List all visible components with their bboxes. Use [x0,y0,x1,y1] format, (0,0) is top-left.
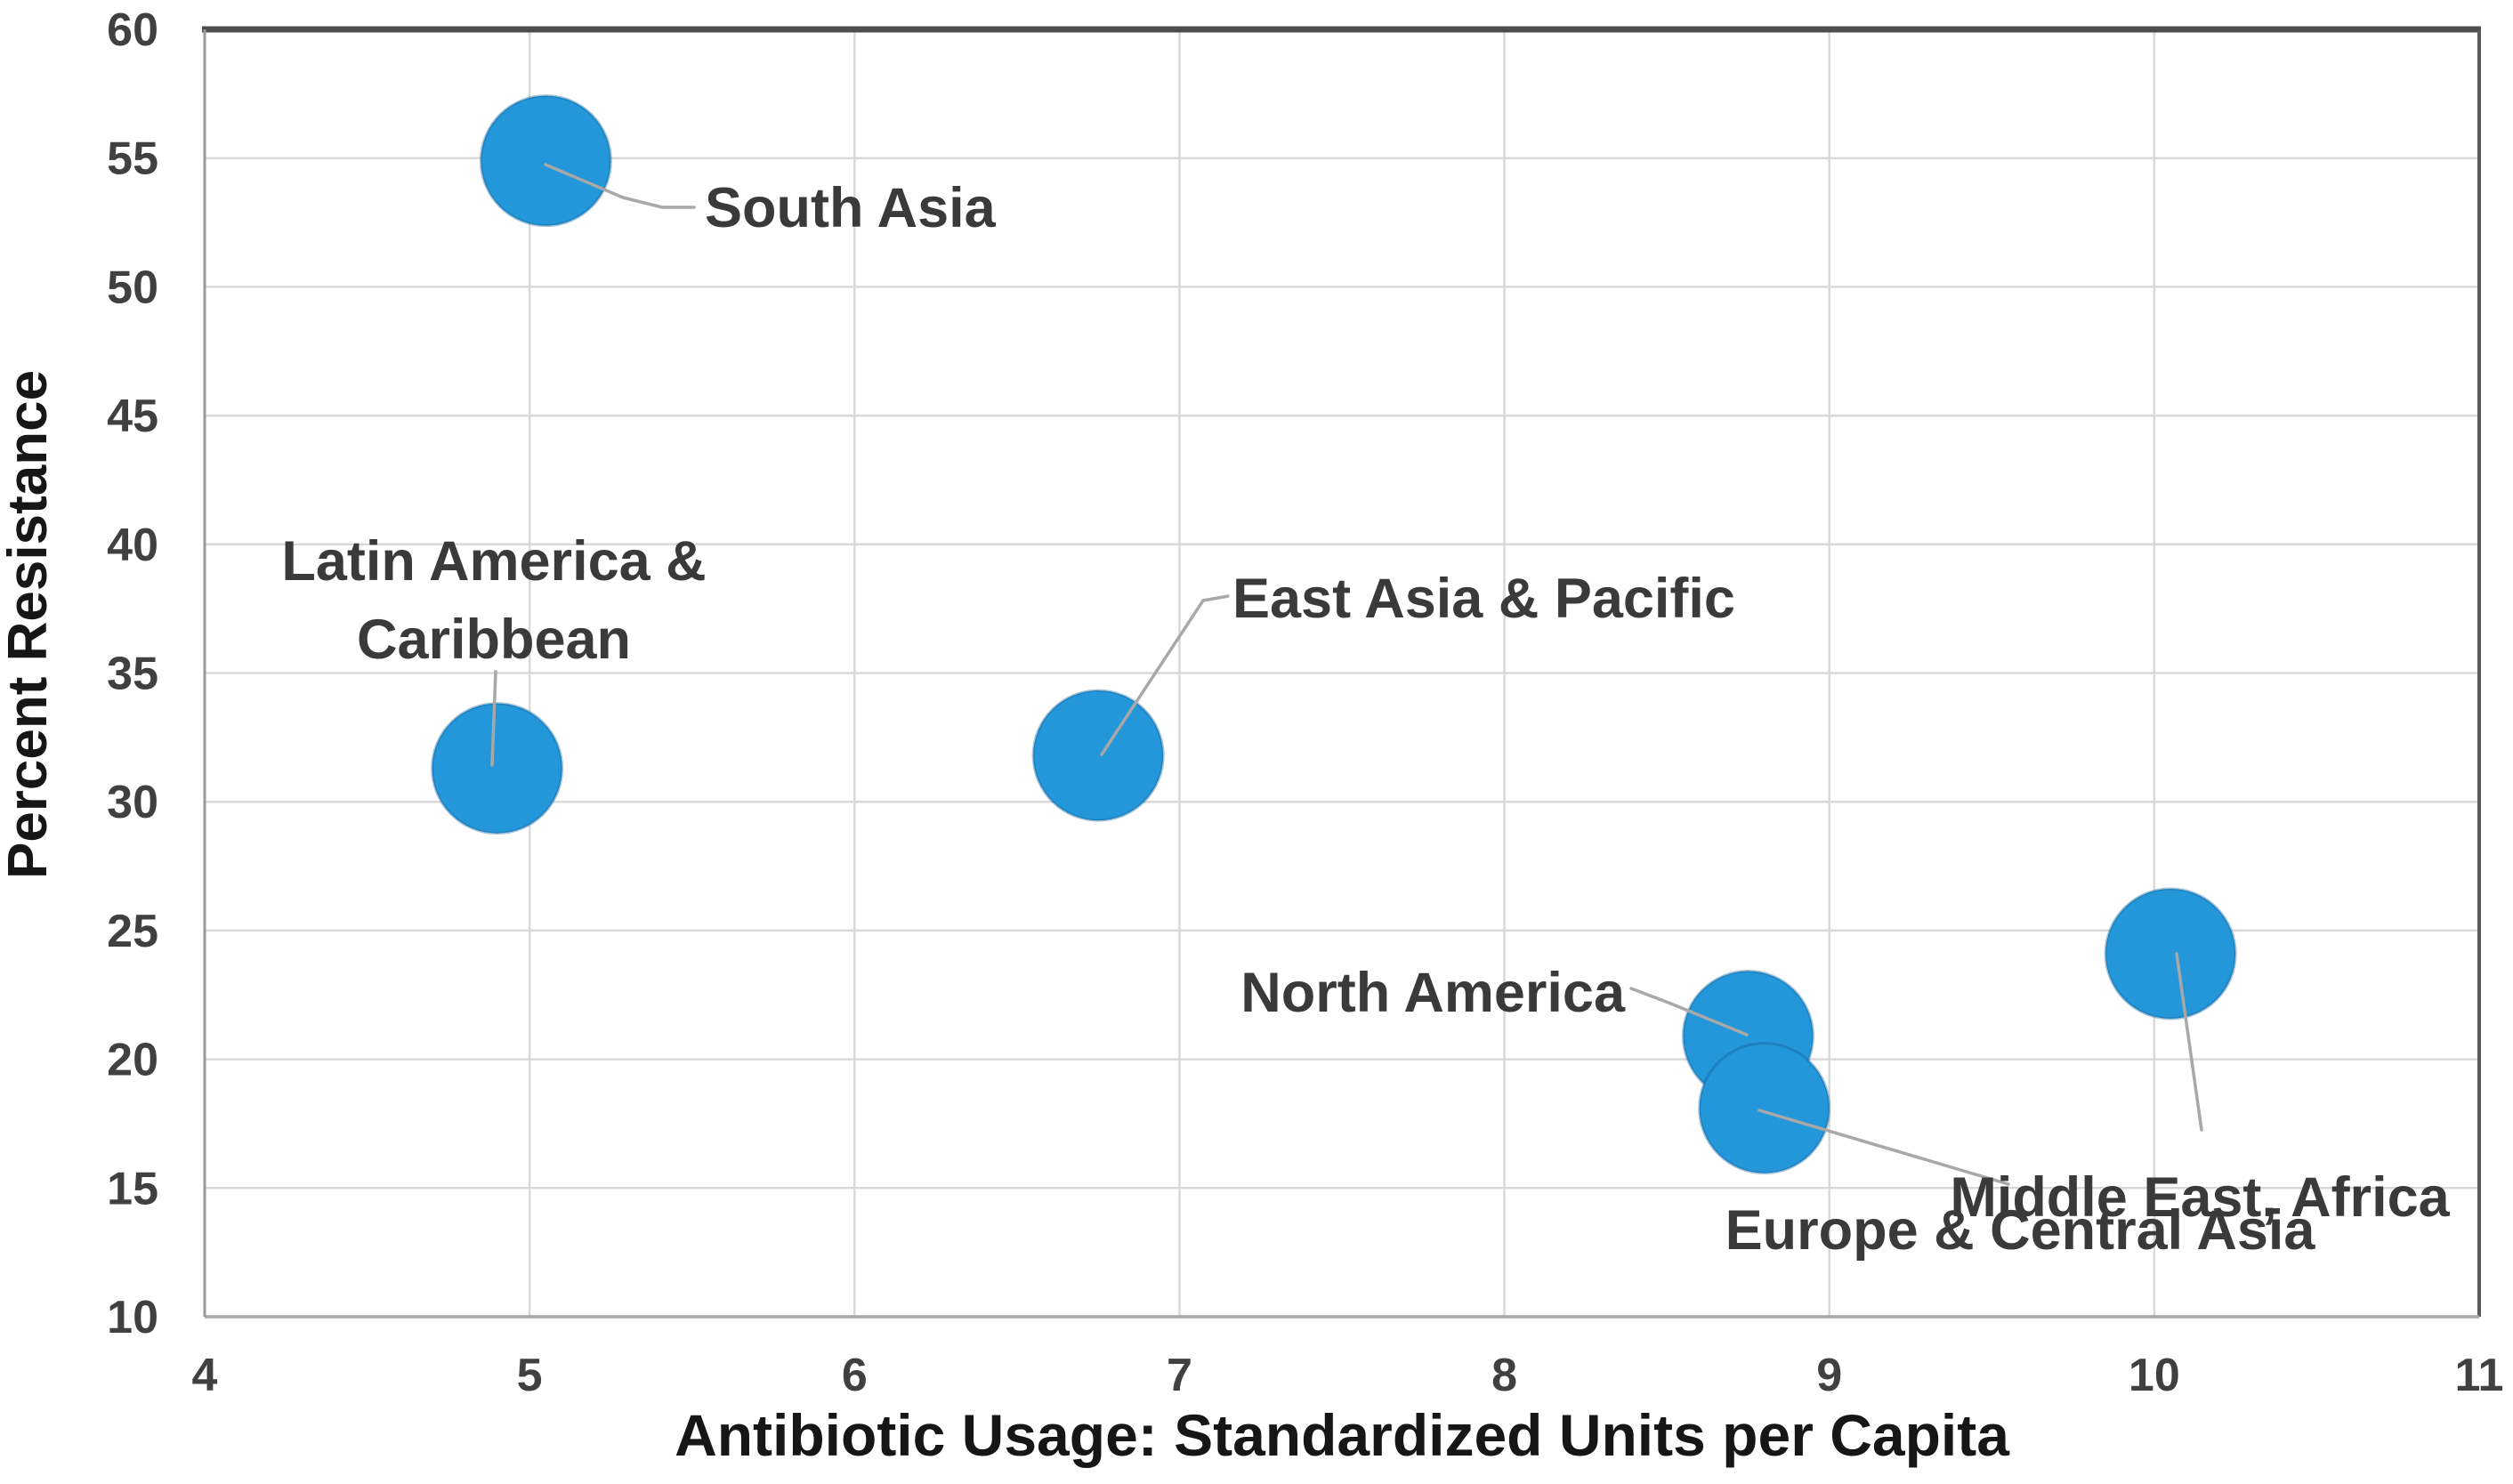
x-tick-label: 10 [2129,1350,2180,1401]
y-tick-label: 45 [107,391,158,442]
x-tick-label: 6 [842,1350,868,1401]
y-tick-label: 55 [107,133,158,185]
y-tick-label: 30 [107,777,158,828]
y-tick-label: 10 [107,1292,158,1343]
y-tick-label: 25 [107,906,158,957]
annotation-label: Caribbean [357,609,631,671]
x-axis-title: Antibiotic Usage: Standardized Units per… [675,1402,2010,1468]
y-axis-title: Percent Resistance [0,370,59,879]
leader-line [1629,987,1749,1036]
annotation-label: South Asia [705,177,997,239]
x-tick-label: 11 [2455,1350,2504,1401]
leader-line [490,670,497,767]
y-tick-label: 60 [107,4,158,56]
data-bubble [2104,887,2237,1020]
x-tick-label: 4 [192,1350,218,1401]
data-bubble [431,702,564,835]
leader-line [544,163,696,209]
annotation-label: East Asia & Pacific [1232,568,1735,630]
annotation-label: Europe & Central Asia [1725,1199,2316,1262]
annotation-label: Middle East, Africa [1950,1166,2450,1229]
data-bubble [479,94,612,228]
x-tick-label: 7 [1167,1350,1192,1401]
y-tick-label: 35 [107,649,158,700]
leader-line [2175,952,2203,1132]
leader-line [1100,594,1230,756]
leader-line [1757,1109,2010,1186]
plot-area: South Asia Latin America & Caribbean East A… [107,4,2503,1401]
x-tick-label: 9 [1816,1350,1842,1401]
y-tick-label: 50 [107,262,158,313]
data-bubble [1031,689,1165,822]
y-tick-label: 40 [107,520,158,571]
x-tick-label: 5 [517,1350,543,1401]
y-tick-label: 15 [107,1163,158,1214]
data-bubble [1698,1042,1831,1175]
y-tick-label: 20 [107,1035,158,1086]
x-tick-label: 8 [1491,1350,1517,1401]
annotation-label: North America [1240,962,1626,1024]
annotation-label: Latin America & [281,530,706,593]
